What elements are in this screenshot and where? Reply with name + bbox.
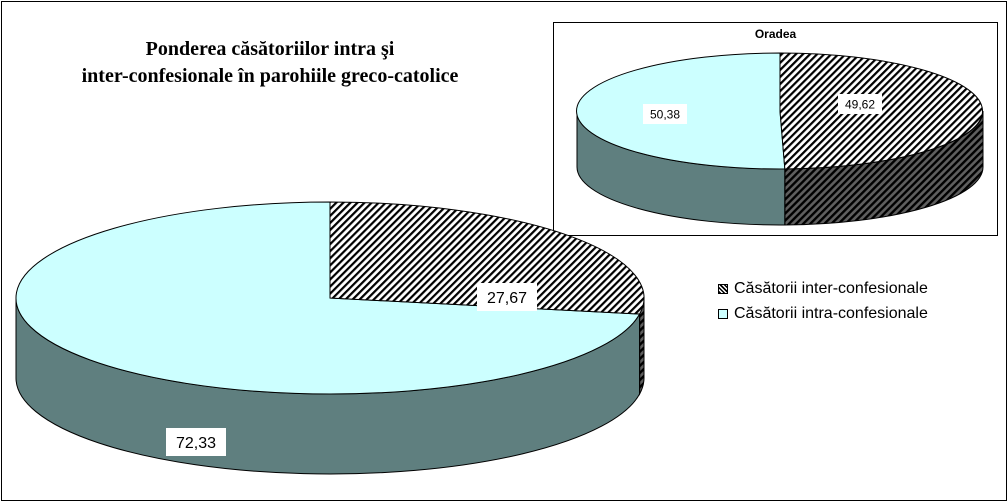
main-pie-slice-intra — [15, 201, 641, 395]
inset-chart-title: Oradea — [754, 27, 797, 41]
legend-swatch-inter — [718, 283, 728, 294]
legend-item-intra: Căsătorii intra-confesionale — [718, 301, 928, 326]
legend-swatch-intra — [718, 308, 728, 319]
svg-text:72,33: 72,33 — [176, 435, 216, 452]
main-pie-chart: 27,67 72,33 — [15, 201, 645, 475]
legend-label-inter: Căsătorii inter-confesionale — [734, 279, 928, 297]
svg-text:49,62: 49,62 — [845, 97, 875, 111]
main-title-line-1: Ponderea căsătoriilor intra şi — [145, 38, 395, 60]
main-pie-value-label-intra: 72,33 — [166, 428, 226, 456]
main-chart-title: Ponderea căsătoriilor intra şi inter-con… — [10, 36, 530, 90]
legend-label-intra: Căsătorii intra-confesionale — [734, 304, 928, 322]
inset-pie-chart: 49,62 50,38 — [576, 52, 984, 226]
main-title-line-2: inter-confesionale în parohiile greco-ca… — [81, 65, 459, 87]
svg-text:50,38: 50,38 — [650, 107, 680, 121]
svg-text:27,67: 27,67 — [487, 290, 527, 307]
main-pie-value-label-inter: 27,67 — [477, 283, 537, 311]
inset-pie-value-label-inter: 49,62 — [838, 94, 882, 114]
legend-item-inter: Căsătorii inter-confesionale — [718, 276, 928, 301]
legend: Căsătorii inter-confesionale Căsătorii i… — [718, 276, 928, 326]
main-pie-slice-inter — [329, 201, 645, 315]
inset-pie-value-label-intra: 50,38 — [643, 104, 687, 124]
